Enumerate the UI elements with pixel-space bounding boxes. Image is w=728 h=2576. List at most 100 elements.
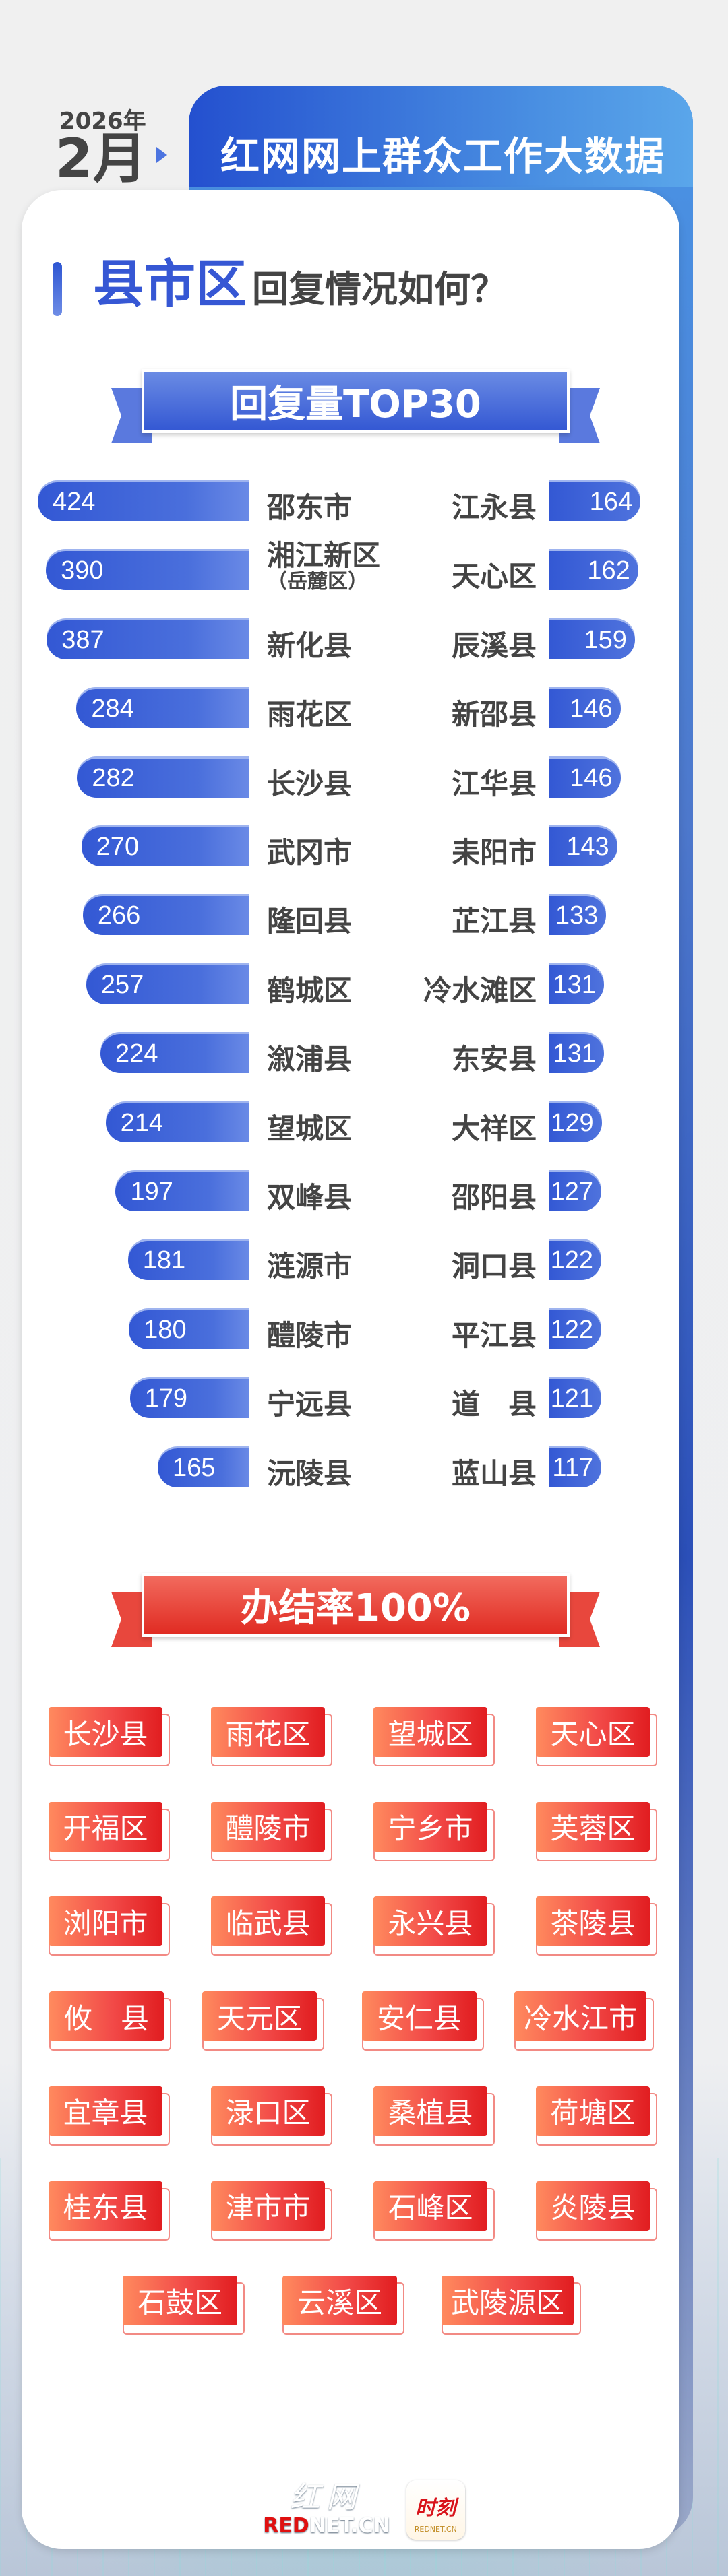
left-name-text: 隆回县 (267, 905, 353, 938)
completion-tag: 安仁县 (362, 1991, 484, 2051)
right-name: 大祥区 (451, 1112, 537, 1145)
tag-label: 长沙县 (49, 1707, 162, 1757)
ranking-row: 424 邵东市 江永县 164 (0, 482, 728, 524)
page-title: 红网网上群众工作大数据 (220, 133, 665, 179)
right-name: 平江县 (451, 1318, 537, 1352)
right-bar: 146 (549, 689, 621, 729)
left-bar: 179 (129, 1379, 249, 1419)
section-title-highlight: 县市区 (93, 254, 247, 314)
left-bar: 390 (46, 551, 249, 591)
right-name: 道 县 (451, 1388, 537, 1421)
logo-en-rest: NET.CN (309, 2514, 390, 2538)
right-name: 东安县 (451, 1043, 537, 1076)
right-name: 冷水滩区 (423, 973, 537, 1007)
left-name-text: 涟源市 (267, 1250, 353, 1283)
ranking-row: 181 涟源市 洞口县 122 (0, 1241, 728, 1283)
app-name: 时刻 (415, 2497, 456, 2520)
tag-label: 荷塘区 (536, 2086, 650, 2136)
left-bar: 282 (77, 758, 249, 798)
right-name: 耒阳市 (451, 836, 537, 869)
right-bar: 143 (549, 827, 617, 866)
right-name: 蓝山县 (451, 1456, 537, 1490)
right-bar: 164 (549, 482, 641, 521)
top30-ribbon-label: 回复量TOP30 (142, 369, 570, 433)
completion-tag: 望城区 (373, 1707, 495, 1766)
left-name: 雨花区 (267, 692, 352, 733)
tag-label: 临武县 (211, 1896, 325, 1947)
ranking-row: 270 武冈市 耒阳市 143 (0, 827, 728, 869)
footer: 红网 REDNET.CN 时刻 REDNET.CN (0, 2480, 728, 2540)
tag-label: 渌口区 (211, 2086, 325, 2136)
left-bar: 266 (82, 896, 249, 936)
left-name-text: 沅陵县 (267, 1456, 353, 1490)
completion-tag: 雨花区 (211, 1707, 332, 1766)
left-name-text: 双峰县 (267, 1181, 353, 1214)
completion-tag: 石鼓区 (123, 2276, 245, 2336)
tag-label: 石峰区 (373, 2181, 487, 2231)
right-bar: 129 (549, 1103, 602, 1142)
left-name: 宁远县 (267, 1382, 352, 1423)
completion-tag: 永兴县 (373, 1896, 495, 1956)
completion-tag: 桑植县 (373, 2086, 495, 2146)
right-bar: 122 (549, 1241, 601, 1281)
tag-label: 天元区 (202, 1991, 317, 2042)
ranking-row: 214 望城区 大祥区 129 (0, 1103, 728, 1147)
tag-label: 望城区 (373, 1707, 487, 1757)
completion-tag: 石峰区 (373, 2181, 495, 2241)
left-name-text: 溆浦县 (267, 1043, 353, 1076)
completion-tag: 桂东县 (49, 2181, 170, 2241)
completion-tag: 天心区 (536, 1707, 657, 1766)
logo-en-red: RED (263, 2514, 309, 2538)
month-label: 2月 (55, 127, 147, 190)
tag-label: 桂东县 (49, 2181, 162, 2231)
right-bar: 159 (549, 620, 635, 659)
completion-tag: 荷塘区 (536, 2086, 657, 2146)
ranking-row: 387 新化县 辰溪县 159 (0, 620, 728, 662)
ranking-row: 390 湘江新区 （岳麓区） 天心区 162 (0, 540, 728, 593)
left-name-sub: （岳麓区） (267, 569, 368, 593)
tag-label: 冷水江市 (514, 1991, 646, 2042)
right-bar: 121 (549, 1379, 601, 1419)
completion-ribbon-label: 办结率100% (142, 1573, 570, 1637)
completion-tag: 攸 县 (49, 1991, 171, 2051)
left-name-text: 雨花区 (267, 698, 353, 732)
completion-tag: 茶陵县 (536, 1896, 657, 1956)
tag-label: 攸 县 (49, 1991, 164, 2042)
rednet-logo: 红网 REDNET.CN (263, 2480, 390, 2538)
right-name: 洞口县 (451, 1250, 537, 1283)
completion-tag: 天元区 (202, 1991, 324, 2051)
right-bar: 131 (549, 1034, 604, 1074)
completion-tag: 临武县 (211, 1896, 332, 1956)
app-icon: 时刻 REDNET.CN (406, 2480, 465, 2540)
ranking-row: 180 醴陵市 平江县 122 (0, 1310, 728, 1354)
right-name: 邵阳县 (451, 1181, 537, 1214)
completion-tag: 冷水江市 (514, 1991, 654, 2051)
left-name: 溆浦县 (267, 1037, 352, 1078)
tag-label: 开福区 (49, 1801, 162, 1852)
left-name: 长沙县 (267, 761, 352, 802)
app-sub: REDNET.CN (414, 2525, 457, 2534)
left-name-text: 新化县 (267, 629, 353, 662)
tag-label: 宁乡市 (373, 1801, 487, 1852)
left-name: 醴陵市 (267, 1313, 352, 1354)
tag-label: 芙蓉区 (536, 1801, 650, 1852)
tag-label: 云溪区 (282, 2276, 397, 2326)
right-name: 天心区 (451, 560, 537, 593)
left-bar: 424 (38, 482, 249, 521)
ranking-row: 284 雨花区 新邵县 146 (0, 689, 728, 733)
tag-label: 浏阳市 (49, 1896, 162, 1947)
rednet-logo-en: REDNET.CN (263, 2514, 390, 2538)
ranking-row: 197 双峰县 邵阳县 127 (0, 1172, 728, 1214)
left-name-text: 武冈市 (267, 836, 353, 869)
right-bar: 133 (549, 896, 607, 936)
left-bar: 387 (47, 620, 249, 659)
rednet-logo-cn: 红网 (290, 2480, 363, 2515)
completion-tag: 炎陵县 (536, 2181, 657, 2241)
completion-tag: 宜章县 (49, 2086, 170, 2146)
right-name: 辰溪县 (451, 629, 537, 662)
year-label: 2026年 (59, 108, 146, 135)
completion-ribbon: 办结率100% (111, 1573, 600, 1647)
left-name: 望城区 (267, 1106, 352, 1147)
tag-label: 桑植县 (373, 2086, 487, 2136)
left-bar: 214 (105, 1103, 249, 1142)
